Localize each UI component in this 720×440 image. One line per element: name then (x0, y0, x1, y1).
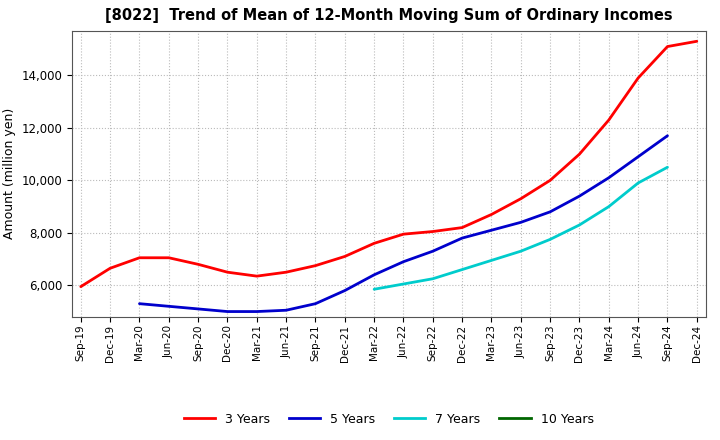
7 Years (399, 281, 408, 286)
5 Years (487, 227, 496, 233)
3 Years (546, 178, 554, 183)
7 Years (546, 237, 554, 242)
5 Years (428, 249, 437, 254)
3 Years (223, 270, 232, 275)
3 Years (487, 212, 496, 217)
3 Years (164, 255, 173, 260)
3 Years (575, 151, 584, 157)
5 Years (223, 309, 232, 314)
5 Years (282, 308, 290, 313)
3 Years (106, 266, 114, 271)
Y-axis label: Amount (million yen): Amount (million yen) (3, 108, 16, 239)
5 Years (605, 175, 613, 180)
7 Years (634, 180, 642, 186)
5 Years (194, 306, 202, 312)
5 Years (546, 209, 554, 214)
7 Years (428, 276, 437, 282)
Title: [8022]  Trend of Mean of 12-Month Moving Sum of Ordinary Incomes: [8022] Trend of Mean of 12-Month Moving … (105, 7, 672, 23)
5 Years (516, 220, 525, 225)
7 Years (605, 204, 613, 209)
5 Years (135, 301, 144, 306)
7 Years (458, 267, 467, 272)
7 Years (663, 165, 672, 170)
3 Years (428, 229, 437, 234)
3 Years (194, 262, 202, 267)
3 Years (135, 255, 144, 260)
3 Years (341, 254, 349, 259)
7 Years (370, 286, 379, 292)
5 Years (458, 235, 467, 241)
3 Years (370, 241, 379, 246)
3 Years (458, 225, 467, 230)
3 Years (605, 117, 613, 123)
3 Years (76, 284, 85, 289)
3 Years (516, 196, 525, 202)
3 Years (253, 274, 261, 279)
7 Years (516, 249, 525, 254)
3 Years (311, 263, 320, 268)
Line: 7 Years: 7 Years (374, 167, 667, 289)
5 Years (399, 259, 408, 264)
3 Years (663, 44, 672, 49)
5 Years (253, 309, 261, 314)
7 Years (575, 222, 584, 227)
3 Years (399, 231, 408, 237)
3 Years (634, 75, 642, 81)
5 Years (370, 272, 379, 278)
Legend: 3 Years, 5 Years, 7 Years, 10 Years: 3 Years, 5 Years, 7 Years, 10 Years (179, 408, 598, 431)
5 Years (663, 133, 672, 139)
5 Years (164, 304, 173, 309)
3 Years (693, 39, 701, 44)
7 Years (487, 258, 496, 263)
5 Years (311, 301, 320, 306)
5 Years (634, 154, 642, 159)
Line: 5 Years: 5 Years (140, 136, 667, 312)
5 Years (341, 288, 349, 293)
Line: 3 Years: 3 Years (81, 41, 697, 286)
5 Years (575, 194, 584, 199)
3 Years (282, 270, 290, 275)
